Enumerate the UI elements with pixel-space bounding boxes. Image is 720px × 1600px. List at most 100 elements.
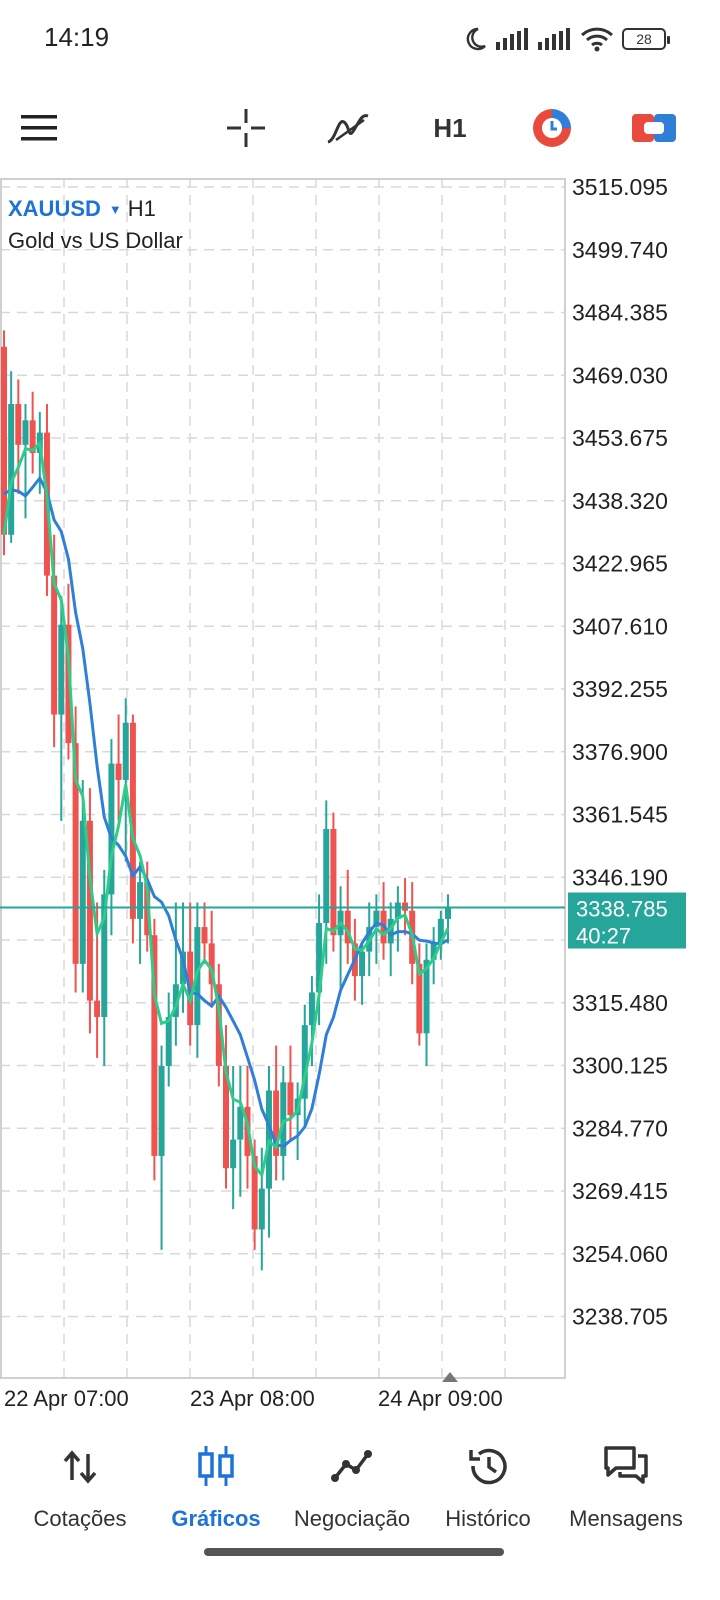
nav-charts[interactable]: Gráficos bbox=[146, 1442, 286, 1532]
nav-charts-label: Gráficos bbox=[171, 1506, 261, 1531]
candlestick-icon bbox=[198, 1446, 234, 1486]
candle-down bbox=[416, 963, 423, 1034]
toggle-trade-icon bbox=[632, 114, 676, 142]
x-tick-label: 22 Apr 07:00 bbox=[4, 1386, 129, 1411]
candle-up bbox=[359, 951, 366, 977]
y-tick-label: 3484.385 bbox=[572, 300, 668, 326]
x-tick-label: 23 Apr 08:00 bbox=[190, 1386, 315, 1411]
candle-up bbox=[58, 624, 65, 715]
candle-down bbox=[344, 910, 351, 944]
candle-down bbox=[65, 624, 72, 744]
candle-down bbox=[29, 420, 36, 454]
messages-icon bbox=[604, 1446, 648, 1484]
candle-up bbox=[258, 1188, 265, 1230]
y-tick-label: 3254.060 bbox=[572, 1241, 668, 1267]
y-tick-label: 3315.480 bbox=[572, 990, 668, 1016]
candle-down bbox=[208, 943, 215, 985]
candle-down bbox=[215, 984, 222, 1067]
nav-trade[interactable]: Negociação bbox=[282, 1442, 422, 1532]
chart-type-button[interactable] bbox=[522, 98, 582, 158]
chart-toolbar: H1 bbox=[0, 78, 720, 178]
y-tick-label: 3376.900 bbox=[572, 739, 668, 765]
y-tick-label: 3269.415 bbox=[572, 1178, 668, 1204]
candle-up bbox=[122, 722, 129, 780]
y-tick-label: 3438.320 bbox=[572, 488, 668, 514]
candle-down bbox=[72, 743, 79, 964]
candle-up bbox=[172, 984, 179, 1017]
moving-average-slow bbox=[3, 475, 449, 1149]
candle-down bbox=[115, 763, 122, 780]
candle-up bbox=[230, 1139, 237, 1169]
indicators-button[interactable] bbox=[318, 98, 378, 158]
timeframe-label: H1 bbox=[433, 112, 467, 143]
current-price-box bbox=[568, 892, 686, 949]
nav-messages-label: Mensagens bbox=[569, 1506, 683, 1531]
candle-up bbox=[79, 820, 86, 964]
symbol-timeframe: H1 bbox=[127, 196, 156, 221]
candle-down bbox=[15, 403, 22, 445]
candle-up bbox=[101, 894, 108, 1017]
candle-down bbox=[223, 1066, 229, 1169]
candle-up bbox=[8, 403, 15, 535]
symbol-name[interactable]: XAUUSD bbox=[8, 196, 101, 221]
battery-level: 28 bbox=[636, 31, 652, 47]
candle-up bbox=[394, 902, 401, 919]
candle-up bbox=[180, 951, 187, 985]
nav-history-label: Histórico bbox=[445, 1506, 531, 1531]
nav-trade-label: Negociação bbox=[293, 1506, 411, 1531]
candle-down bbox=[287, 1082, 294, 1116]
x-tick-label: 24 Apr 09:00 bbox=[378, 1386, 503, 1411]
crosshair-button[interactable] bbox=[216, 98, 276, 158]
candle-down bbox=[129, 722, 136, 919]
candle-up bbox=[108, 763, 115, 895]
nav-quotes-label: Cotações bbox=[33, 1506, 127, 1531]
quotes-arrows-icon bbox=[63, 1450, 97, 1484]
signal-icon bbox=[496, 28, 528, 50]
y-tick-label: 3238.705 bbox=[572, 1304, 668, 1330]
candle-up bbox=[137, 882, 144, 919]
nav-messages[interactable]: Mensagens bbox=[556, 1442, 696, 1532]
chart-canvas[interactable]: 3515.095 3499.740 3484.385 3469.030 3453.675… bbox=[0, 178, 720, 1418]
candle-down bbox=[201, 927, 208, 944]
y-tick-label: 3422.965 bbox=[572, 551, 668, 577]
wifi-icon bbox=[580, 27, 614, 52]
candle-up bbox=[158, 1066, 165, 1156]
candle-up bbox=[308, 992, 315, 1026]
y-tick-label: 3407.610 bbox=[572, 613, 668, 639]
candle-up bbox=[22, 420, 29, 445]
timeframe-button[interactable]: H1 bbox=[420, 98, 480, 158]
battery-icon: 28 bbox=[622, 28, 670, 50]
candle-up bbox=[323, 828, 330, 923]
current-price-label: 3338.785 bbox=[576, 897, 668, 922]
candle-down bbox=[1, 346, 7, 535]
symbol-dropdown-icon[interactable]: ▼ bbox=[108, 201, 122, 217]
nav-history[interactable]: Histórico bbox=[418, 1442, 558, 1532]
price-chart[interactable]: 3515.095 3499.740 3484.385 3469.030 3453.675… bbox=[0, 178, 720, 1418]
status-icons: 28 bbox=[462, 22, 670, 56]
nav-quotes[interactable]: Cotações bbox=[10, 1442, 150, 1532]
candle-up bbox=[373, 910, 380, 928]
candle-down bbox=[251, 1155, 258, 1230]
candle-up bbox=[445, 906, 451, 919]
candle-down bbox=[94, 1000, 101, 1017]
chart-shift-marker bbox=[442, 1372, 458, 1382]
trade-toggle-button[interactable] bbox=[624, 98, 684, 158]
status-bar: 14:19 28 bbox=[0, 0, 720, 78]
y-tick-label: 3300.125 bbox=[572, 1053, 668, 1079]
candle-up bbox=[301, 1025, 308, 1099]
candle-down bbox=[273, 1090, 280, 1156]
moon-icon bbox=[466, 27, 486, 51]
moving-average-fast bbox=[2, 439, 450, 1179]
menu-button[interactable] bbox=[10, 98, 70, 158]
status-time: 14:19 bbox=[44, 22, 110, 52]
y-tick-label: 3284.770 bbox=[572, 1115, 668, 1141]
candle-up bbox=[280, 1082, 287, 1156]
clock-chart-icon bbox=[533, 109, 571, 147]
symbol-info: XAUUSD ▼ H1 Gold vs US Dollar bbox=[8, 196, 183, 254]
y-tick-label: 3453.675 bbox=[572, 425, 668, 451]
y-tick-label: 3469.030 bbox=[572, 362, 668, 388]
y-tick-label: 3392.255 bbox=[572, 676, 668, 702]
candle-up bbox=[423, 959, 430, 1034]
signal-icon bbox=[538, 28, 570, 50]
countdown-label: 40:27 bbox=[576, 924, 631, 949]
